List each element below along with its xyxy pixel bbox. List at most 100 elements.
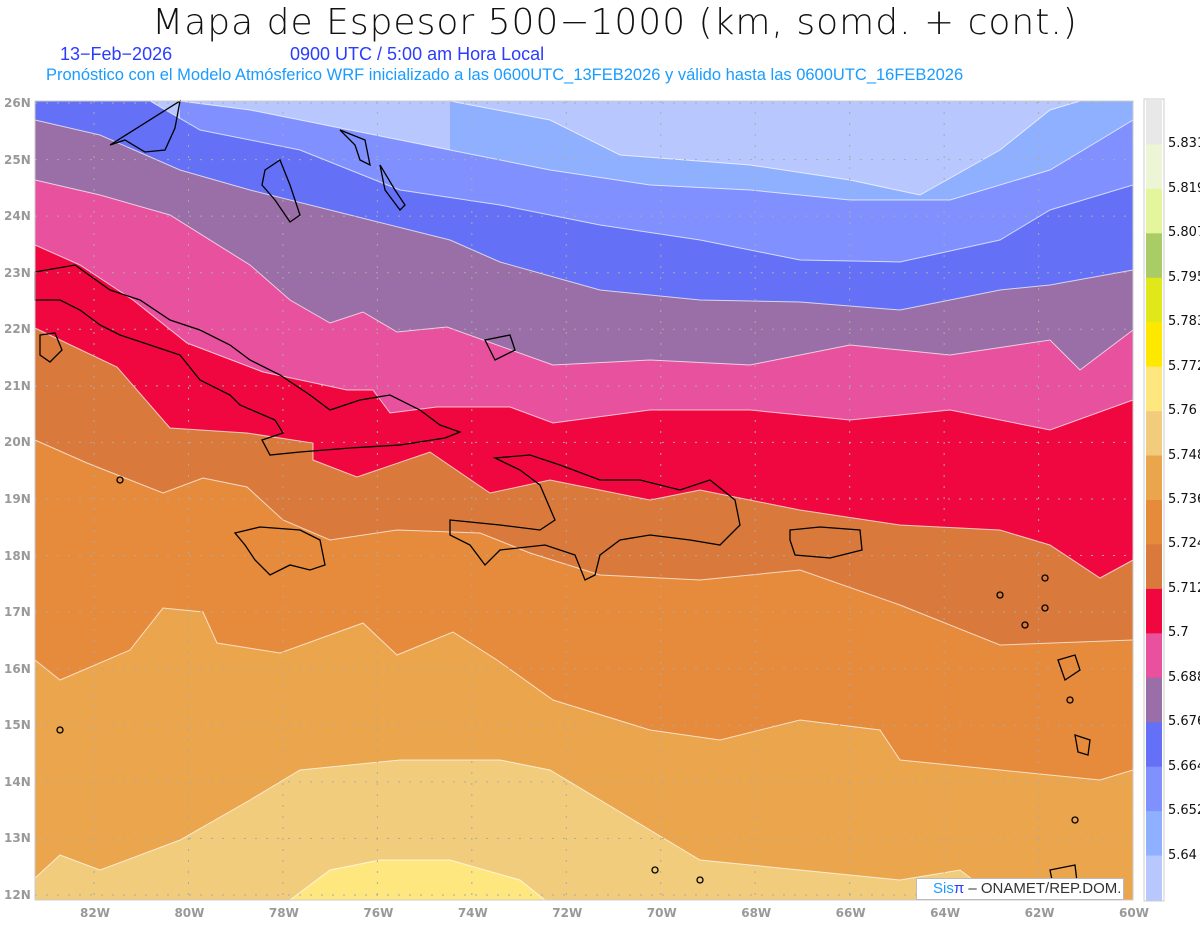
coast-small-island: [1066, 696, 1074, 704]
map-title: Mapa de Espesor 500−1000 (km, somd. + co…: [152, 2, 1078, 43]
lon-label: 76W: [363, 906, 394, 920]
coast-small-island: [1041, 604, 1049, 612]
colorbar-swatch: [1146, 544, 1162, 590]
forecast-date: 13−Feb−2026: [60, 44, 173, 64]
lon-label: 80W: [174, 906, 205, 920]
lat-label: 22N: [4, 322, 31, 337]
contour-line: [34, 244, 1134, 431]
colorbar-level-label: 5.64: [1168, 847, 1197, 863]
contour-line: [34, 759, 1133, 901]
colorbar: [1143, 98, 1165, 902]
contour-line: [34, 439, 1134, 646]
contour-line: [34, 327, 1134, 579]
colorbar-swatch: [1146, 500, 1162, 545]
lat-label: 17N: [4, 605, 31, 620]
colorbar-level-label: 5.795: [1168, 269, 1200, 285]
colorbar-swatch: [1146, 677, 1162, 723]
lat-label: 12N: [4, 887, 31, 902]
coast-andros: [261, 159, 301, 223]
colorbar-level-label: 5.807: [1168, 225, 1200, 241]
map-frame: [34, 100, 1134, 901]
band-11: [290, 860, 545, 900]
model-subtitle: Pronóstico con el Modelo Atmósferico WRF…: [46, 66, 964, 84]
colorbar-level-label: 5.652: [1168, 803, 1200, 819]
lat-label: 16N: [4, 661, 31, 676]
lon-label: 68W: [741, 906, 772, 920]
logo-sis: Sis: [933, 880, 954, 897]
contour-line: [34, 607, 1134, 781]
coast-eleuthera: [379, 164, 406, 211]
coast-small-island: [996, 591, 1004, 599]
thickness-contour-bands: [34, 100, 1134, 901]
lon-label: 70W: [646, 906, 677, 920]
colorbar-level-label: 5.664: [1168, 758, 1200, 774]
coast-martinica: [1074, 734, 1091, 756]
lat-label: 19N: [4, 491, 31, 506]
colorbar-level-label: 5.7: [1168, 625, 1189, 641]
lat-label: 14N: [4, 774, 31, 789]
lon-label: 78W: [268, 906, 299, 920]
lat-label: 18N: [4, 548, 31, 563]
coast-small-island: [1071, 816, 1079, 824]
colorbar-swatch: [1146, 588, 1162, 634]
logo-org: – ONAMET/REP.DOM.: [964, 880, 1122, 897]
lat-label: 23N: [4, 265, 31, 280]
coast-small-island: [1041, 574, 1049, 582]
colorbar-level-label: 5.76: [1168, 403, 1197, 419]
colorbar-swatch: [1146, 455, 1162, 501]
coast-small-island: [651, 866, 659, 874]
logo-pi: π: [953, 880, 965, 897]
graticule-grid: [35, 101, 1134, 900]
contour-line: [35, 100, 1134, 263]
coast-hispaniola: [449, 454, 741, 581]
colorbar-swatch: [1146, 188, 1162, 234]
colorbar-swatch: [1146, 766, 1162, 812]
colorbar-level-label: 5.724: [1168, 536, 1200, 552]
coast-florida: [109, 99, 181, 153]
colorbar-swatch: [1146, 233, 1162, 279]
colorbar-swatch: [1146, 633, 1162, 679]
onamet-logo: Sisπ – ONAMET/REP.DOM.: [916, 878, 1124, 900]
colorbar-level-label: 5.831: [1168, 136, 1200, 152]
colorbar-swatch: [1146, 322, 1162, 368]
contour-line: [34, 179, 1134, 371]
coast-isla-juventud: [39, 332, 63, 363]
colorbar-swatch: [1146, 100, 1162, 145]
lon-label: 82W: [80, 906, 110, 920]
lon-label: 74W: [457, 906, 488, 920]
contour-line: [179, 100, 1134, 201]
coast-abaco: [339, 129, 371, 167]
colorbar-level-label: 5.712: [1168, 580, 1200, 596]
lat-label: 13N: [4, 831, 31, 846]
coast-puerto-rico: [789, 526, 863, 559]
coast-inagua: [484, 334, 516, 361]
lat-label: 21N: [4, 378, 31, 393]
colorbar-swatch: [1146, 811, 1162, 857]
coast-small-island: [116, 476, 124, 484]
contour-line: [34, 119, 1134, 311]
lon-label: 66W: [835, 906, 866, 920]
lat-label: 25N: [4, 152, 31, 167]
colorbar-level-label: 5.736: [1168, 492, 1200, 507]
lon-label: 64W: [930, 906, 961, 920]
lat-label: 26N: [4, 96, 31, 110]
colorbar-level-label: 5.819: [1168, 180, 1200, 196]
forecast-time: 0900 UTC / 5:00 am Hora Local: [290, 44, 545, 64]
colorbar-level-label: 5.783: [1168, 314, 1200, 330]
colorbar-swatch: [1146, 722, 1162, 768]
colorbar-swatch: [1146, 277, 1162, 323]
colorbar-swatch: [1146, 855, 1162, 901]
colorbar-swatch: [1146, 144, 1162, 190]
colorbar-level-label: 5.748: [1168, 447, 1200, 463]
lon-label: 72W: [552, 906, 583, 920]
lon-label: 60W: [1119, 906, 1149, 920]
colorbar-level-label: 5.676: [1168, 714, 1200, 730]
coast-small-island: [696, 876, 704, 884]
colorbar-swatch: [1146, 366, 1162, 412]
coast-small-island: [1021, 621, 1029, 629]
coast-small-island: [56, 726, 64, 734]
colorbar-level-label: 5.688: [1168, 669, 1200, 685]
band-10: [35, 760, 1133, 900]
coast-guadeloupe: [1057, 654, 1081, 682]
